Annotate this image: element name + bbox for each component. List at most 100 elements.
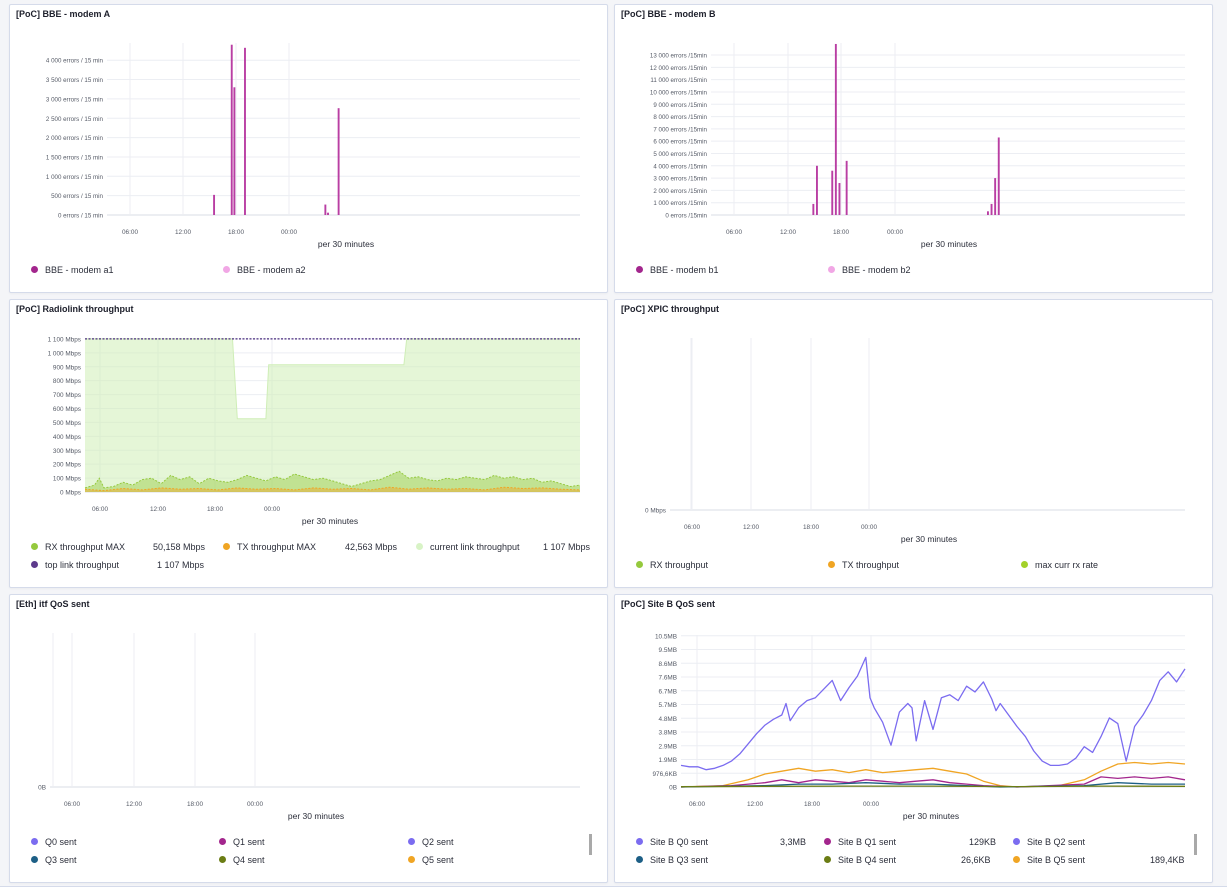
legend-item-q5-sent[interactable]: Q5 sent (408, 854, 454, 866)
y-tick-label: 0 Mbps (60, 490, 81, 497)
panel-xpic-throughput: [PoC] XPIC throughput 0 Mbps 06:00 12:00 18… (614, 299, 1213, 588)
y-tick-label: 10.5MB (655, 633, 677, 640)
y-tick-label: 600 Mbps (53, 406, 81, 413)
x-tick-label: 12:00 (743, 524, 759, 531)
legend-item-bbe-modem-a2[interactable]: BBE - modem a2 (223, 264, 306, 276)
legend-label: Site B Q1 sent (838, 837, 897, 847)
y-tick-label: 500 Mbps (53, 420, 81, 427)
legend-item-q2-sent[interactable]: Q2 sent (408, 836, 454, 848)
y-tick-label: 7.6MB (659, 675, 677, 682)
chart-bbe-modem-a[interactable]: 0 errors / 15 min 500 errors / 15 min 1 00… (10, 5, 607, 292)
y-tick-label: 2 500 errors / 15 min (46, 116, 104, 123)
legend-item-site-b-q5-sent[interactable]: Site B Q5 sent (1013, 854, 1085, 866)
legend-item-q0-sent[interactable]: Q0 sent (31, 836, 77, 848)
panel-bbe-modem-b: [PoC] BBE - modem B 0 errors /15min 1 000… (614, 4, 1213, 293)
y-tick-label: 5.7MB (659, 702, 677, 709)
legend-item-top-link-throughput[interactable]: top link throughput (31, 559, 119, 571)
legend-scrollbar[interactable] (589, 834, 592, 855)
x-tick-label: 00:00 (281, 229, 297, 236)
y-tick-label: 976,6KB (652, 771, 677, 778)
panel-title: [Eth] itf QoS sent (16, 599, 90, 609)
legend-value-site-b-q4-sent: 26,6KB (961, 855, 991, 865)
y-tick-label: 10 000 errors /15min (650, 89, 708, 96)
y-tick-label: 1 500 errors / 15 min (46, 154, 104, 161)
x-tick-label: 00:00 (861, 524, 877, 531)
legend-value-rx-throughput-max: 50,158 Mbps (153, 542, 206, 552)
y-tick-label: 2.9MB (659, 743, 677, 750)
y-tick-label: 1 000 Mbps (48, 350, 81, 357)
legend-item-site-b-q3-sent[interactable]: Site B Q3 sent (636, 854, 708, 866)
legend-item-q1-sent[interactable]: Q1 sent (219, 836, 265, 848)
legend-dot-icon (31, 838, 38, 846)
legend-item-current-link-throughput[interactable]: current link throughput (416, 541, 520, 553)
x-tick-label: 00:00 (887, 229, 903, 236)
legend-item-rx-throughput-max[interactable]: RX throughput MAX (31, 541, 125, 553)
x-tick-label: 12:00 (126, 801, 142, 808)
legend-dot-icon (636, 266, 643, 274)
panel-site-b-qos-sent: [PoC] Site B QoS sent 0B 976,6KB 1.9MB 2.9M… (614, 594, 1213, 883)
y-tick-label: 8.6MB (659, 661, 677, 668)
y-tick-label: 3 000 errors /15min (653, 176, 707, 183)
y-tick-label: 0B (669, 785, 677, 792)
bar (845, 160, 848, 215)
y-tick-label: 6.7MB (659, 688, 677, 695)
x-tick-label: 00:00 (264, 506, 280, 513)
y-tick-label: 400 Mbps (53, 434, 81, 441)
y-tick-label: 13 000 errors /15min (650, 53, 708, 60)
legend-item-bbe-modem-b2[interactable]: BBE - modem b2 (828, 264, 911, 276)
legend-dot-icon (31, 856, 38, 864)
legend-item-site-b-q4-sent[interactable]: Site B Q4 sent (824, 854, 896, 866)
x-tick-label: 06:00 (92, 506, 108, 513)
chart-bbe-modem-b[interactable]: 0 errors /15min 1 000 errors /15min 2 000 … (615, 5, 1212, 292)
legend-item-site-b-q2-sent[interactable]: Site B Q2 sent (1013, 836, 1085, 848)
legend-label: BBE - modem b2 (842, 265, 911, 275)
legend-item-site-b-q1-sent[interactable]: Site B Q1 sent (824, 836, 896, 848)
series-line (680, 761, 1186, 788)
series-area (85, 487, 580, 492)
chart-eth-itf-qos-sent[interactable]: 0B 06:00 12:00 18:00 00:00 per 30 minutes (10, 595, 607, 882)
legend-dot-icon (31, 543, 38, 551)
legend-dot-icon (824, 838, 831, 846)
series-line (85, 338, 580, 420)
x-axis-title: per 30 minutes (318, 239, 374, 249)
legend-item-bbe-modem-a1[interactable]: BBE - modem a1 (31, 264, 114, 276)
chart-radiolink-throughput[interactable]: 0 Mbps 100 Mbps 200 Mbps 300 Mbps 400 Mbps 50… (10, 300, 607, 587)
chart-site-b-qos-sent[interactable]: 0B 976,6KB 1.9MB 2.9MB 3.8MB 4.8MB 5.7MB 6.7MB 7… (615, 595, 1212, 882)
legend-label: BBE - modem b1 (650, 265, 719, 275)
y-tick-label: 2 000 errors / 15 min (46, 135, 104, 142)
y-tick-label: 1.9MB (659, 757, 677, 764)
legend-label: Site B Q0 sent (650, 837, 709, 847)
x-tick-label: 18:00 (207, 506, 223, 513)
panel-title: [PoC] BBE - modem A (16, 9, 111, 19)
legend-label: current link throughput (430, 542, 520, 552)
legend-item-tx-throughput[interactable]: TX throughput (828, 559, 899, 571)
y-tick-label: 4 000 errors /15min (653, 163, 707, 170)
panel-radiolink-throughput: [PoC] Radiolink throughput 0 Mbps 100 Mbp… (9, 299, 608, 588)
y-tick-label: 5 000 errors /15min (653, 151, 707, 158)
legend-item-tx-throughput-max[interactable]: TX throughput MAX (223, 541, 316, 553)
legend-label: Site B Q4 sent (838, 855, 897, 865)
chart-xpic-throughput[interactable]: 0 Mbps 06:00 12:00 18:00 00:00 per 30 minutes (615, 300, 1212, 587)
legend-item-q4-sent[interactable]: Q4 sent (219, 854, 265, 866)
x-tick-label: 18:00 (804, 801, 820, 808)
legend-value-site-b-q0-sent: 3,3MB (780, 837, 807, 847)
legend-item-site-b-q0-sent[interactable]: Site B Q0 sent (636, 836, 708, 848)
legend-label: RX throughput MAX (45, 542, 126, 552)
y-tick-label: 9 000 errors /15min (653, 102, 707, 109)
legend-dot-icon (416, 543, 423, 551)
x-axis-title: per 30 minutes (903, 811, 959, 821)
legend-value-site-b-q1-sent: 129KB (969, 837, 997, 847)
legend-scrollbar[interactable] (1194, 834, 1197, 855)
legend-dot-icon (636, 838, 643, 846)
legend-dot-icon (408, 838, 415, 846)
legend-item-rx-throughput[interactable]: RX throughput (636, 559, 708, 571)
legend-item-max-curr-rx-rate[interactable]: max curr rx rate (1021, 559, 1098, 571)
x-axis-title: per 30 minutes (901, 534, 957, 544)
legend-item-bbe-modem-b1[interactable]: BBE - modem b1 (636, 264, 719, 276)
bar (213, 194, 216, 215)
legend-label: RX throughput (650, 560, 709, 570)
panel-title: [PoC] Site B QoS sent (621, 599, 716, 609)
legend-value-site-b-q5-sent: 189,4KB (1150, 855, 1185, 865)
y-tick-label: 2 000 errors /15min (653, 188, 707, 195)
legend-item-q3-sent[interactable]: Q3 sent (31, 854, 77, 866)
